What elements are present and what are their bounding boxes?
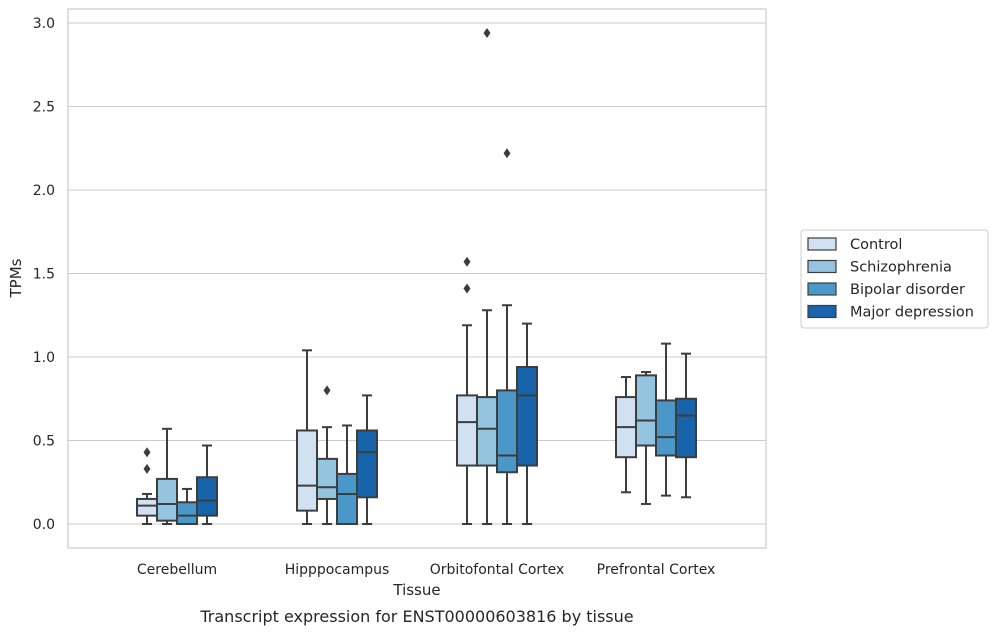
outlier-point [463, 283, 471, 294]
box-iqr [635, 374, 657, 447]
legend-swatch [807, 259, 837, 274]
box-iqr [316, 457, 338, 500]
box-iqr [356, 429, 378, 499]
box [136, 447, 158, 525]
box-iqr [516, 366, 538, 467]
x-tick-label: Cerebellum [137, 562, 217, 578]
box-iqr [675, 397, 697, 459]
box [635, 371, 657, 505]
legend: Control Schizophrenia Bipolar disorder Majo… [800, 229, 989, 329]
outlier-point [483, 28, 491, 39]
grid-lines [68, 22, 766, 525]
y-tick-label: 0.0 [33, 517, 55, 533]
box-iqr [156, 477, 178, 522]
box [196, 444, 218, 525]
box-iqr [296, 429, 318, 512]
box [316, 385, 338, 525]
outlier-point [143, 463, 151, 474]
legend-swatch [807, 237, 837, 251]
box [615, 376, 637, 494]
x-tick-label: Hipppocampus [285, 562, 390, 578]
box [516, 322, 538, 525]
y-tick-labels: 0.0 0.5 1.0 1.5 2.0 2.5 3.0 [33, 16, 55, 533]
y-axis-label: TPMs [7, 258, 25, 298]
box [176, 487, 198, 526]
legend-label: Bipolar disorder [850, 282, 965, 298]
outlier-point [323, 385, 331, 396]
box-iqr [496, 389, 518, 474]
y-tick-label: 1.0 [33, 350, 55, 366]
box-iqr [176, 501, 198, 526]
box-iqr [456, 394, 478, 467]
box [356, 394, 378, 525]
box [296, 349, 318, 525]
box [655, 342, 677, 497]
box-iqr [655, 399, 677, 457]
box [336, 424, 358, 525]
y-tick-label: 1.5 [33, 267, 55, 283]
legend-label: Control [850, 237, 902, 253]
x-axis-label: Tissue [392, 581, 440, 599]
box [496, 148, 518, 525]
outlier-point [143, 447, 151, 458]
outlier-point [503, 148, 511, 159]
box-iqr [336, 472, 358, 525]
box-iqr [136, 497, 158, 517]
x-tick-label: Orbitofontal Cortex [430, 562, 565, 578]
plot-area-frame [67, 8, 767, 549]
x-tick-labels: Cerebellum Hipppocampus Orbitofontal Corte… [137, 562, 715, 578]
y-tick-label: 2.0 [33, 183, 55, 199]
box-iqr [196, 476, 218, 517]
legend-label: Schizophrenia [850, 260, 952, 276]
legend-swatch [807, 304, 837, 319]
y-tick-label: 3.0 [33, 16, 55, 32]
legend-frame [800, 229, 989, 329]
boxes-layer [136, 28, 697, 526]
legend-swatch [807, 282, 837, 296]
chart-caption: Transcript expression for ENST0000060381… [199, 607, 633, 626]
box [456, 256, 478, 525]
box [156, 427, 178, 525]
box-iqr [476, 396, 498, 467]
outlier-point [463, 256, 471, 267]
y-tick-label: 0.5 [33, 434, 55, 450]
x-tick-label: Prefrontal Cortex [597, 562, 716, 578]
legend-label: Major depression [850, 305, 974, 321]
y-tick-label: 2.5 [33, 100, 55, 116]
box [476, 28, 498, 525]
box [675, 352, 697, 499]
